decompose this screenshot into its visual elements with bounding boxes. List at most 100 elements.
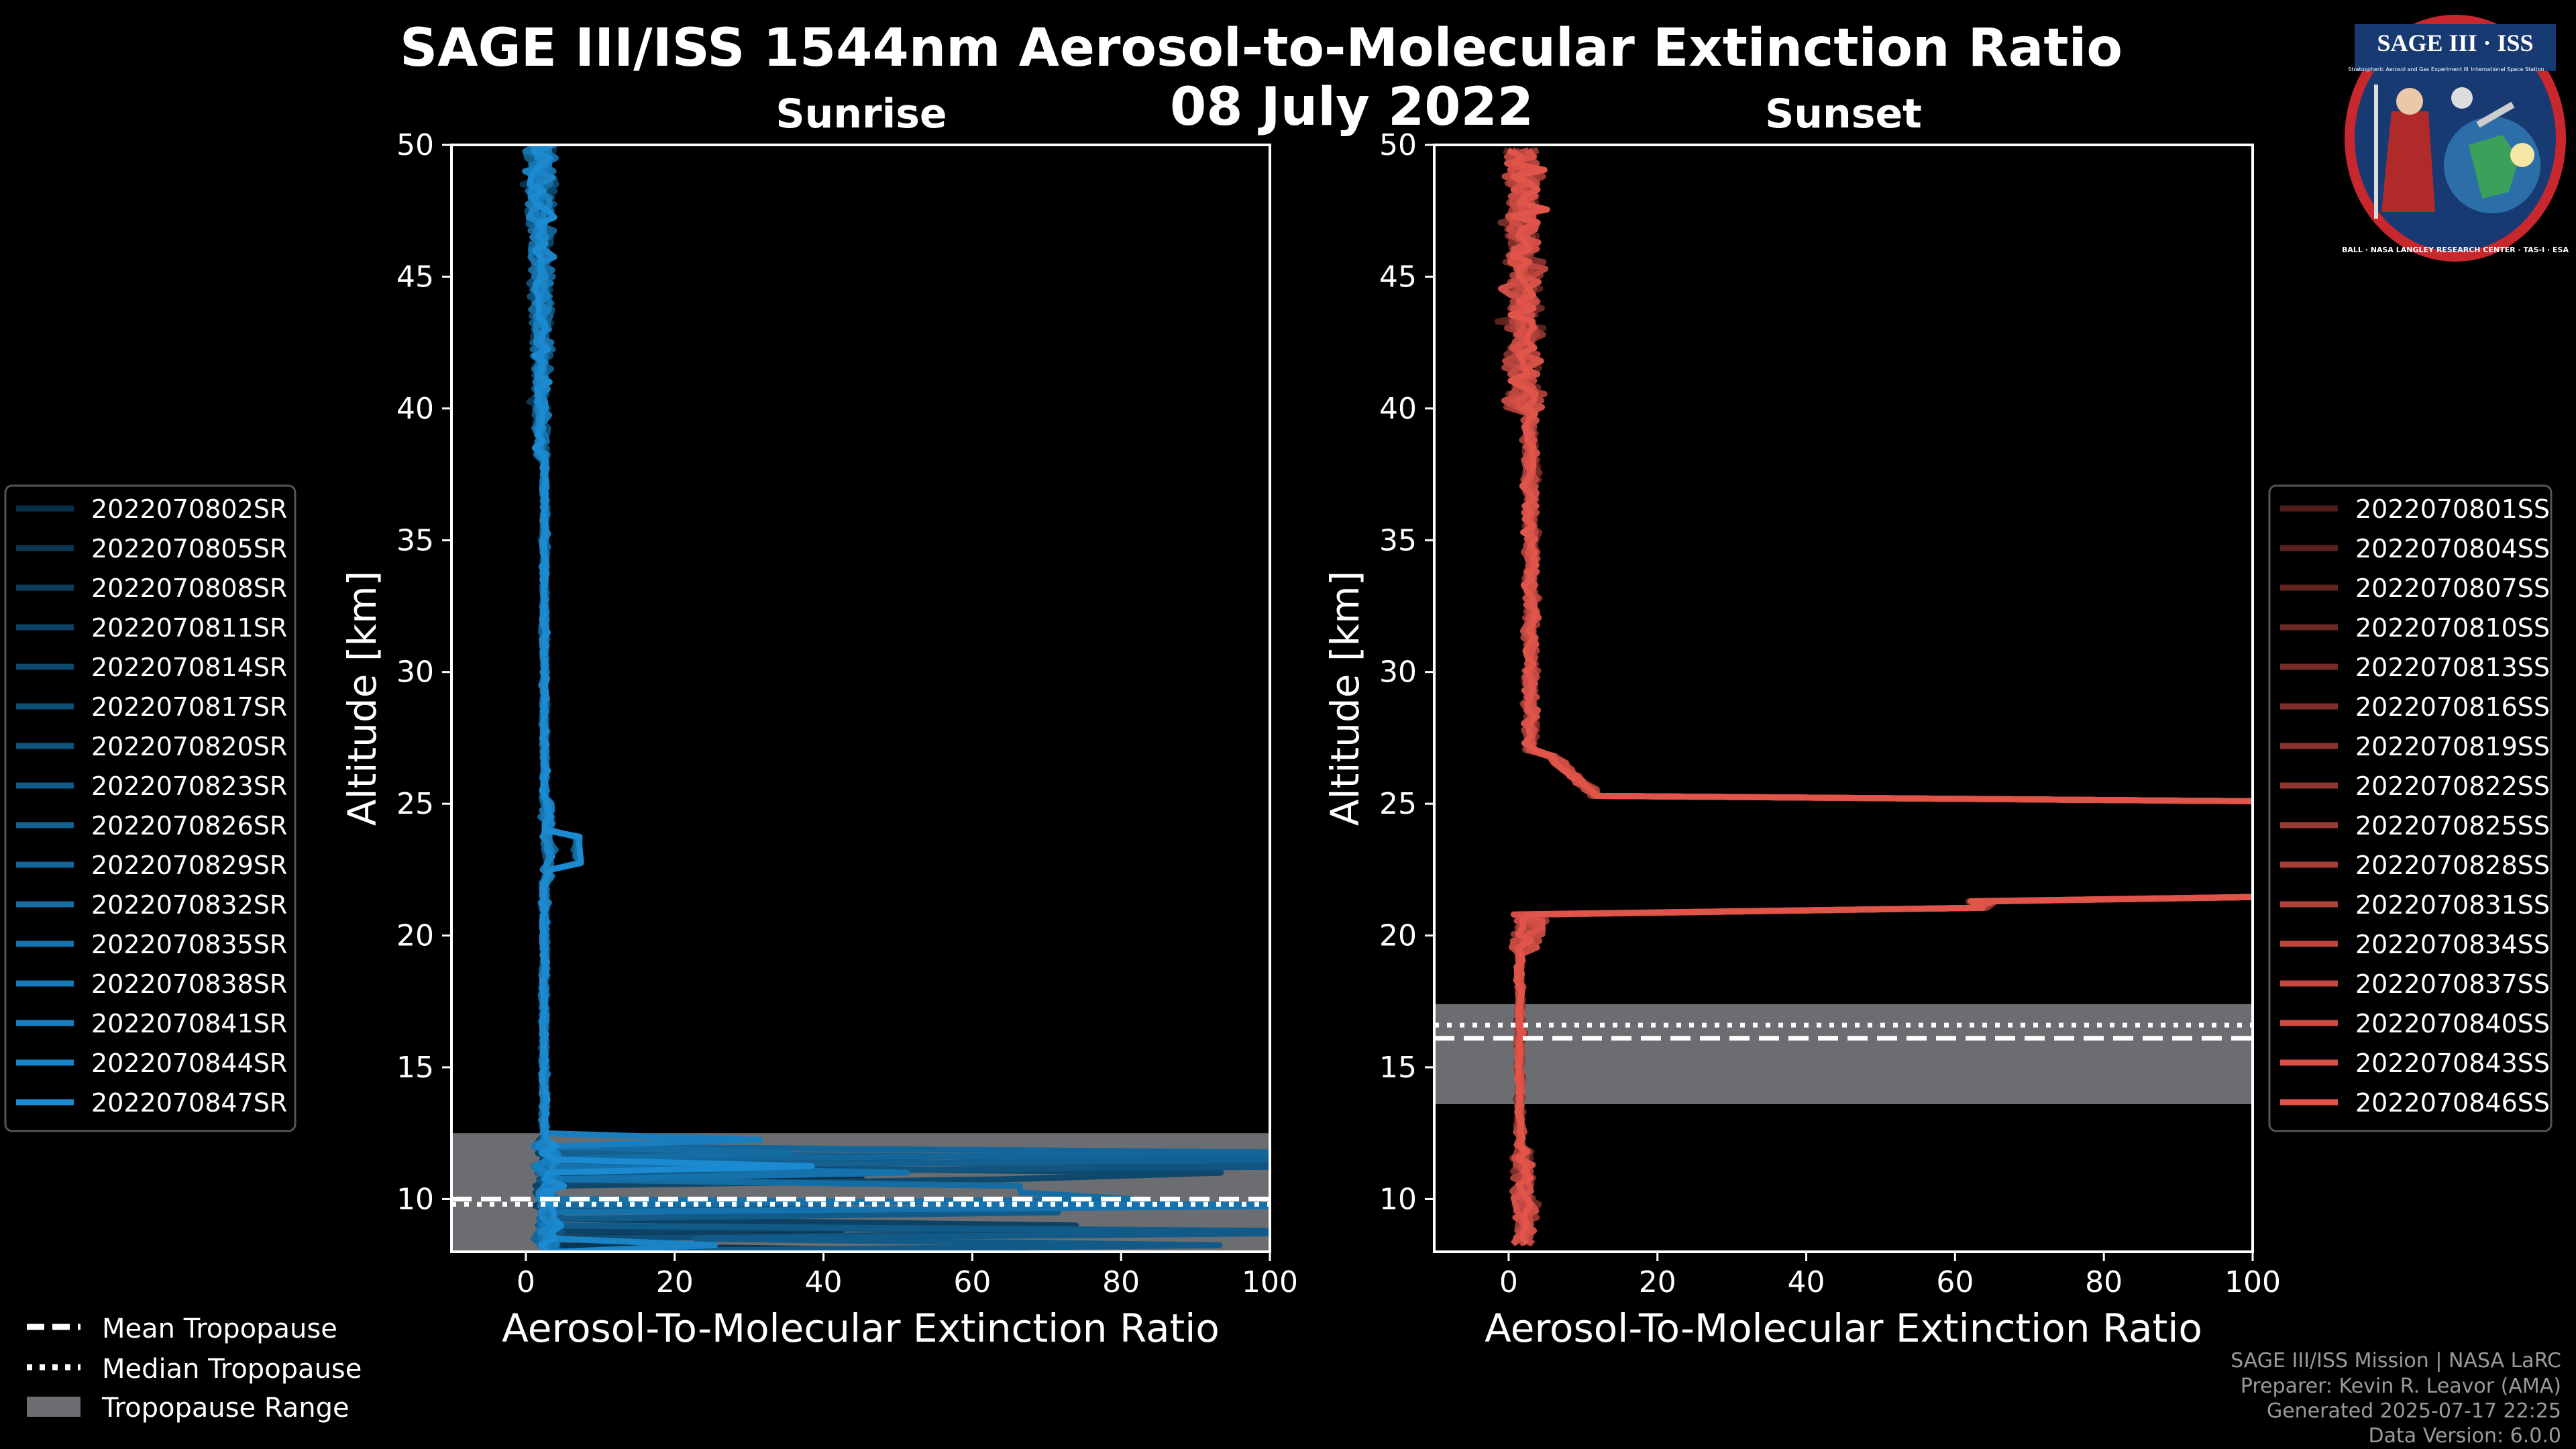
legend-label: 2022070802SR bbox=[91, 494, 287, 524]
legend-label: 2022070847SR bbox=[91, 1088, 287, 1118]
legend-label: 2022070837SS bbox=[2355, 969, 2550, 999]
legend-label: 2022070832SR bbox=[91, 890, 287, 920]
x-tick-label: 20 bbox=[656, 1265, 694, 1299]
legend-label: 2022070844SR bbox=[91, 1049, 287, 1078]
sunset-plot-frame bbox=[1433, 144, 2254, 1253]
y-tick-label: 10 bbox=[1379, 1182, 1417, 1216]
legend-label: 2022070831SS bbox=[2355, 890, 2550, 920]
legend-label: 2022070828SS bbox=[2355, 851, 2550, 880]
credit-line: Generated 2025-07-17 22:25 bbox=[2267, 1399, 2561, 1423]
y-tick-label: 50 bbox=[396, 128, 434, 162]
credits: SAGE III/ISS Mission | NASA LaRC Prepare… bbox=[2231, 1349, 2561, 1448]
logo-small-text-left: Stratospheric Aerosol and Gas Experiment… bbox=[2348, 66, 2468, 72]
tropopause-range-swatch bbox=[27, 1397, 80, 1417]
legend-label: 2022070841SR bbox=[91, 1009, 287, 1038]
sunset-legend: 2022070801SS 2022070804SS 2022070807SS 2022… bbox=[2268, 484, 2553, 1132]
x-tick-label: 20 bbox=[1639, 1265, 1676, 1299]
credit-line: SAGE III/ISS Mission | NASA LaRC bbox=[2231, 1349, 2561, 1373]
legend-label: 2022070829SR bbox=[91, 851, 287, 880]
sunrise-y-axis-label: Altitude [km] bbox=[339, 571, 385, 826]
legend-label: 2022070820SR bbox=[91, 732, 287, 761]
sunrise-subplot-title: Sunrise bbox=[775, 91, 947, 138]
legend-label: 2022070843SS bbox=[2355, 1049, 2550, 1078]
median-tropopause-label: Median Tropopause bbox=[102, 1354, 362, 1385]
y-tick-label: 50 bbox=[1379, 128, 1417, 162]
logo-small-text-right: International Space Station bbox=[2471, 66, 2544, 72]
figure-date: 08 July 2022 bbox=[1170, 77, 1534, 138]
x-tick-label: 80 bbox=[2085, 1265, 2123, 1299]
logo-sun bbox=[2510, 143, 2534, 167]
legend-label: 2022070804SS bbox=[2355, 534, 2550, 564]
logo-name-band bbox=[2355, 24, 2556, 71]
legend-label: 2022070811SR bbox=[91, 613, 287, 643]
sage-iss-logo: SAGE III · ISS Stratospheric Aerosol and… bbox=[2342, 15, 2569, 262]
legend-label: 2022070813SS bbox=[2355, 653, 2550, 682]
x-tick-label: 0 bbox=[517, 1265, 535, 1299]
y-tick-label: 10 bbox=[396, 1182, 434, 1216]
logo-moon bbox=[2451, 87, 2473, 109]
sunrise-plot-frame bbox=[450, 144, 1271, 1253]
y-tick-label: 25 bbox=[1379, 787, 1417, 821]
legend-label: 2022070814SR bbox=[91, 653, 287, 682]
x-tick-label: 40 bbox=[805, 1265, 843, 1299]
y-tick-label: 40 bbox=[1379, 392, 1417, 426]
y-tick-label: 25 bbox=[396, 787, 434, 821]
y-tick-label: 30 bbox=[396, 655, 434, 690]
legend-label: 2022070823SR bbox=[91, 771, 287, 801]
logo-continent bbox=[2469, 135, 2519, 199]
legend-label: 2022070810SS bbox=[2355, 613, 2550, 643]
x-tick-label: 40 bbox=[1788, 1265, 1825, 1299]
credit-line: Preparer: Kevin R. Leavor (AMA) bbox=[2241, 1375, 2561, 1398]
x-tick-label: 60 bbox=[1936, 1265, 1974, 1299]
x-tick-label: 60 bbox=[953, 1265, 991, 1299]
legend-label: 2022070825SS bbox=[2355, 811, 2550, 841]
legend-label: 2022070819SS bbox=[2355, 732, 2550, 761]
logo-ring-text: BALL · NASA LANGLEY RESEARCH CENTER · TA… bbox=[2342, 246, 2569, 254]
sunrise-panel: 0 20 40 60 80 100 10 15 20 25 30 35 40 45 50 Aerosol-… bbox=[339, 128, 1298, 1351]
y-tick-label: 20 bbox=[1379, 919, 1417, 953]
series-line-2022070847SR bbox=[527, 145, 815, 1252]
sunset-subplot-title: Sunset bbox=[1765, 91, 1922, 138]
sunrise-legend: 2022070802SR 2022070805SR 2022070808SR 2022… bbox=[4, 484, 297, 1132]
mean-tropopause-label: Mean Tropopause bbox=[102, 1313, 337, 1344]
legend-label: 2022070816SS bbox=[2355, 692, 2550, 722]
y-tick-label: 45 bbox=[1379, 260, 1417, 294]
legend-label: 2022070838SR bbox=[91, 969, 287, 999]
x-tick-label: 0 bbox=[1499, 1265, 1518, 1299]
logo-name: SAGE III · ISS bbox=[2377, 30, 2533, 56]
legend-label: 2022070807SS bbox=[2355, 574, 2550, 603]
legend-label: 2022070834SS bbox=[2355, 930, 2550, 959]
y-tick-label: 35 bbox=[396, 523, 434, 557]
x-tick-label: 100 bbox=[1242, 1265, 1298, 1299]
series-line-2022070846SS bbox=[1506, 147, 2253, 1246]
y-tick-label: 15 bbox=[396, 1051, 434, 1085]
sunset-panel: 0 20 40 60 80 100 10 15 20 25 30 35 40 45 50 Aerosol-… bbox=[1322, 128, 2281, 1351]
logo-station bbox=[2476, 101, 2515, 128]
figure-title: SAGE III/ISS 1544nm Aerosol-to-Molecular… bbox=[400, 18, 2123, 78]
legend-label: 2022070835SR bbox=[91, 930, 287, 959]
y-tick-label: 20 bbox=[396, 919, 434, 953]
x-tick-label: 80 bbox=[1102, 1265, 1140, 1299]
legend-label: 2022070805SR bbox=[91, 534, 287, 564]
sunrise-plot-background bbox=[451, 145, 1270, 1252]
legend-label: 2022070826SR bbox=[91, 811, 287, 841]
y-tick-label: 45 bbox=[396, 260, 434, 294]
sunset-y-axis-label: Altitude [km] bbox=[1322, 571, 1368, 826]
logo-figure-robe bbox=[2381, 111, 2435, 212]
y-tick-label: 35 bbox=[1379, 523, 1417, 557]
credit-line: Data Version: 6.0.0 bbox=[2369, 1424, 2561, 1448]
y-tick-label: 15 bbox=[1379, 1051, 1417, 1085]
sunrise-legend-box bbox=[4, 484, 297, 1132]
legend-label: 2022070817SR bbox=[91, 692, 287, 722]
ss-tropopause-range-band bbox=[1434, 1004, 2253, 1104]
tropopause-range-label: Tropopause Range bbox=[101, 1393, 350, 1424]
sunset-legend-box bbox=[2268, 484, 2553, 1132]
x-tick-label: 100 bbox=[2224, 1265, 2281, 1299]
legend-label: 2022070822SS bbox=[2355, 771, 2550, 801]
legend-label: 2022070846SS bbox=[2355, 1088, 2550, 1118]
logo-figure-head bbox=[2396, 88, 2423, 115]
sunset-x-axis-label: Aerosol-To-Molecular Extinction Ratio bbox=[1485, 1305, 2202, 1351]
y-tick-label: 30 bbox=[1379, 655, 1417, 690]
legend-label: 2022070840SS bbox=[2355, 1009, 2550, 1038]
